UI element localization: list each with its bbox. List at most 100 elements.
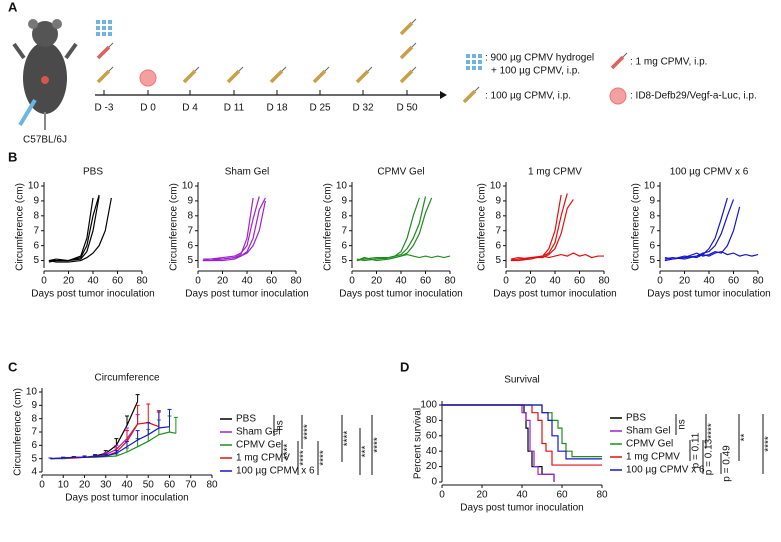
series-line — [202, 196, 260, 260]
chart: CPMV Gel 5 6 7 8 9 10 0 20 40 60 80 Days post tumor … — [323, 167, 463, 300]
x-tick-label: 40 — [241, 276, 253, 287]
y-tick-label: 0 — [431, 477, 437, 488]
y-axis-label: Circumference (cm) — [631, 183, 642, 271]
y-axis-label: Circumference (cm) — [169, 183, 180, 271]
x-tick-label: 80 — [290, 276, 302, 287]
chart-title: 100 µg CPMV x 6 — [670, 167, 749, 178]
syringe-barrel — [182, 69, 197, 84]
y-tick-label: 7 — [187, 225, 193, 236]
x-tick-label: 0 — [195, 276, 201, 287]
y-tick-label: 40 — [426, 446, 438, 457]
y-tick-label: 9 — [495, 196, 501, 207]
y-tick-label: 100 — [420, 400, 437, 411]
syringe-barrel — [399, 45, 414, 60]
series-line — [442, 404, 555, 482]
x-tick-label: 80 — [136, 276, 148, 287]
y-tick-label: 8 — [187, 210, 193, 221]
legend-text: + 100 µg CPMV, i.p. — [491, 66, 580, 77]
series-line — [50, 426, 170, 460]
x-tick-label: 70 — [185, 480, 197, 491]
significance-label: **** — [319, 450, 330, 466]
syringe-barrel — [462, 89, 477, 104]
series-line — [510, 199, 574, 262]
syringe-icon — [312, 66, 330, 84]
panel-label: C — [8, 359, 18, 374]
syringe-needle — [411, 18, 417, 24]
mouse-ear — [52, 19, 62, 29]
y-tick-label: 5 — [649, 255, 655, 266]
hydrogel-cell — [466, 66, 470, 70]
y-tick-label: 9 — [649, 196, 655, 207]
chart-title: 1 mg CPMV — [528, 167, 582, 178]
y-tick-label: 7 — [341, 225, 347, 236]
x-tick-label: 20 — [371, 276, 383, 287]
error-bar — [114, 438, 119, 446]
series-line — [356, 197, 433, 262]
timeline-day: D 11 — [224, 103, 245, 114]
y-tick-label: 6 — [31, 440, 37, 451]
y-axis-label: Circumference (cm) — [477, 183, 488, 271]
chart: 100 µg CPMV x 6 5 6 7 8 9 10 0 20 40 60 80 Days post… — [631, 167, 771, 300]
chart-title: Survival — [504, 375, 540, 386]
y-axis-label: Circumference (cm) — [13, 388, 24, 476]
syringe-needle — [622, 52, 628, 58]
significance-label: p = 0.49 — [722, 445, 733, 482]
mouse-ear — [28, 19, 38, 29]
x-tick-label: 20 — [79, 480, 91, 491]
syringe-icon — [182, 66, 200, 84]
mouse-arm — [64, 42, 78, 60]
series-line — [664, 250, 759, 260]
y-axis-label: Percent survival — [413, 408, 424, 479]
syringe-barrel — [399, 21, 414, 36]
significance-label: **** — [303, 424, 314, 440]
y-tick-label: 7 — [33, 225, 39, 236]
timeline-day: D -3 — [95, 103, 114, 114]
x-tick-label: 40 — [121, 480, 133, 491]
x-tick-label: 60 — [266, 276, 278, 287]
significance-label: ns — [275, 420, 286, 431]
legend-label: PBS — [626, 413, 646, 424]
panel-label: D — [400, 359, 409, 374]
hydrogel-cell — [96, 32, 100, 36]
error-bar — [173, 416, 178, 434]
x-tick-label: 20 — [679, 276, 691, 287]
error-bar — [93, 454, 98, 457]
panel-label: B — [8, 149, 17, 164]
hydrogel-cell — [108, 32, 112, 36]
panel-label: A — [8, 0, 18, 14]
x-tick-label: 0 — [39, 480, 45, 491]
legend-label: 100 µg CPMV x 6 — [236, 466, 315, 477]
chart-title: Circumference — [94, 373, 159, 384]
x-tick-label: 0 — [503, 276, 509, 287]
y-tick-label: 8 — [33, 210, 39, 221]
hydrogel-cell — [478, 54, 482, 58]
error-bar — [135, 394, 140, 402]
y-tick-label: 6 — [495, 240, 501, 251]
y-tick-label: 5 — [495, 255, 501, 266]
syringe-barrel — [399, 69, 414, 84]
series-line — [202, 197, 254, 262]
mouse-arm — [12, 42, 26, 60]
significance-label: ns — [677, 419, 688, 430]
syringe-needle — [281, 66, 287, 72]
y-tick-label: 6 — [187, 240, 193, 251]
x-tick-label: 60 — [556, 490, 568, 501]
hydrogel-cell — [466, 60, 470, 64]
y-tick-label: 7 — [495, 225, 501, 236]
series-line — [48, 197, 94, 262]
x-axis-label: Days post tumor inoculation — [647, 289, 770, 300]
hydrogel-cell — [102, 20, 106, 24]
x-tick-label: 40 — [516, 490, 528, 501]
error-bar — [103, 454, 108, 456]
syringe-needle — [367, 66, 373, 72]
significance-label: **** — [707, 423, 718, 439]
series-line — [664, 197, 728, 262]
series-line — [202, 200, 266, 262]
y-tick-label: 10 — [28, 181, 40, 192]
syringe-needle — [411, 66, 417, 72]
chart: PBS 5 6 7 8 9 10 0 20 40 60 80 Days post tumor inocu… — [15, 167, 155, 300]
legend-text: : 1 mg CPMV, i.p. — [630, 57, 707, 68]
hydrogel-icon — [466, 54, 482, 70]
syringe-icon — [355, 66, 373, 84]
legend-label: 1 mg CPMV — [626, 452, 680, 463]
